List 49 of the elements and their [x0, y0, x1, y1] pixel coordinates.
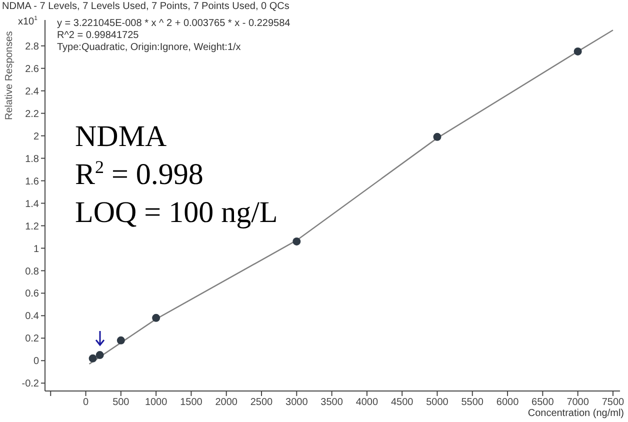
point — [116, 336, 125, 344]
x-tick-label: 2500 — [250, 397, 274, 408]
y-tick-label: 2.6 — [25, 64, 40, 75]
x-tick-label: 6000 — [496, 397, 520, 408]
x-tick-label: 3000 — [286, 397, 308, 408]
annotation: Type:Quadratic, Origin:Ignore, Weight:1/x — [57, 42, 241, 53]
y-tick-label: 2 — [33, 131, 40, 142]
y-tick-label: 1.6 — [25, 176, 40, 188]
point — [292, 237, 301, 246]
y-tick-label: 1.8 — [25, 154, 40, 165]
x-tick-label: 2000 — [215, 397, 238, 408]
point — [88, 354, 97, 362]
x-tick-label: 7000 — [566, 397, 590, 408]
x-tick-label: 7500 — [602, 397, 625, 408]
text: x10$^{1}$ — [18, 16, 38, 28]
x-tick-label: 5000 — [426, 397, 449, 408]
x-tick-label: 0 — [82, 397, 89, 408]
x-tick-label: 4500 — [390, 397, 414, 408]
chart-title: NDMA - 7 Levels, 7 Levels Used, 7 Points, 7 Points Used, 0 QCs — [2, 1, 290, 12]
y-tick-label: 2.4 — [25, 86, 40, 98]
point — [152, 314, 160, 322]
x-tick-label: 5500 — [461, 397, 484, 408]
x-tick-label: 500 — [112, 397, 130, 408]
x-tick-label: 1000 — [144, 397, 168, 408]
y-tick-label: 0 — [33, 356, 40, 368]
y-tick-label: 1.2 — [25, 221, 40, 232]
y-tick-label: 1.4 — [25, 198, 40, 210]
point — [574, 47, 582, 56]
y-tick-label: 2.8 — [25, 41, 40, 52]
y-tick-label: 1 — [33, 244, 40, 255]
annotation: R$^{2}$ = 0.998 — [75, 157, 204, 191]
y-tick-label: 0.6 — [25, 288, 40, 300]
y-tick-label: 0.4 — [25, 311, 40, 322]
y-tick-label: 0.8 — [25, 266, 40, 278]
y-tick-label: 0.2 — [25, 334, 40, 345]
x-tick-label: 3500 — [320, 397, 344, 408]
annotation: y = 3.221045E-008 * x ^ 2 + 0.003765 * x - 0.229584 — [57, 18, 290, 29]
x-tick-label: 1500 — [180, 397, 203, 408]
x-tick-label: 4000 — [356, 397, 379, 408]
y-axis-title: Relative Responses — [4, 31, 15, 120]
x-tick-label: 6500 — [532, 397, 554, 408]
point — [433, 132, 442, 141]
annotation: LOQ = 100 ng/L — [75, 196, 278, 229]
y-tick-label: 2.2 — [25, 108, 40, 120]
annotation: R^2 = 0.99841725 — [57, 30, 139, 41]
point — [96, 351, 104, 360]
y-tick-label: -0.2 — [22, 378, 40, 390]
annotation: NDMA — [75, 120, 167, 153]
x-axis-title: Concentration (ng/ml) — [528, 408, 624, 419]
